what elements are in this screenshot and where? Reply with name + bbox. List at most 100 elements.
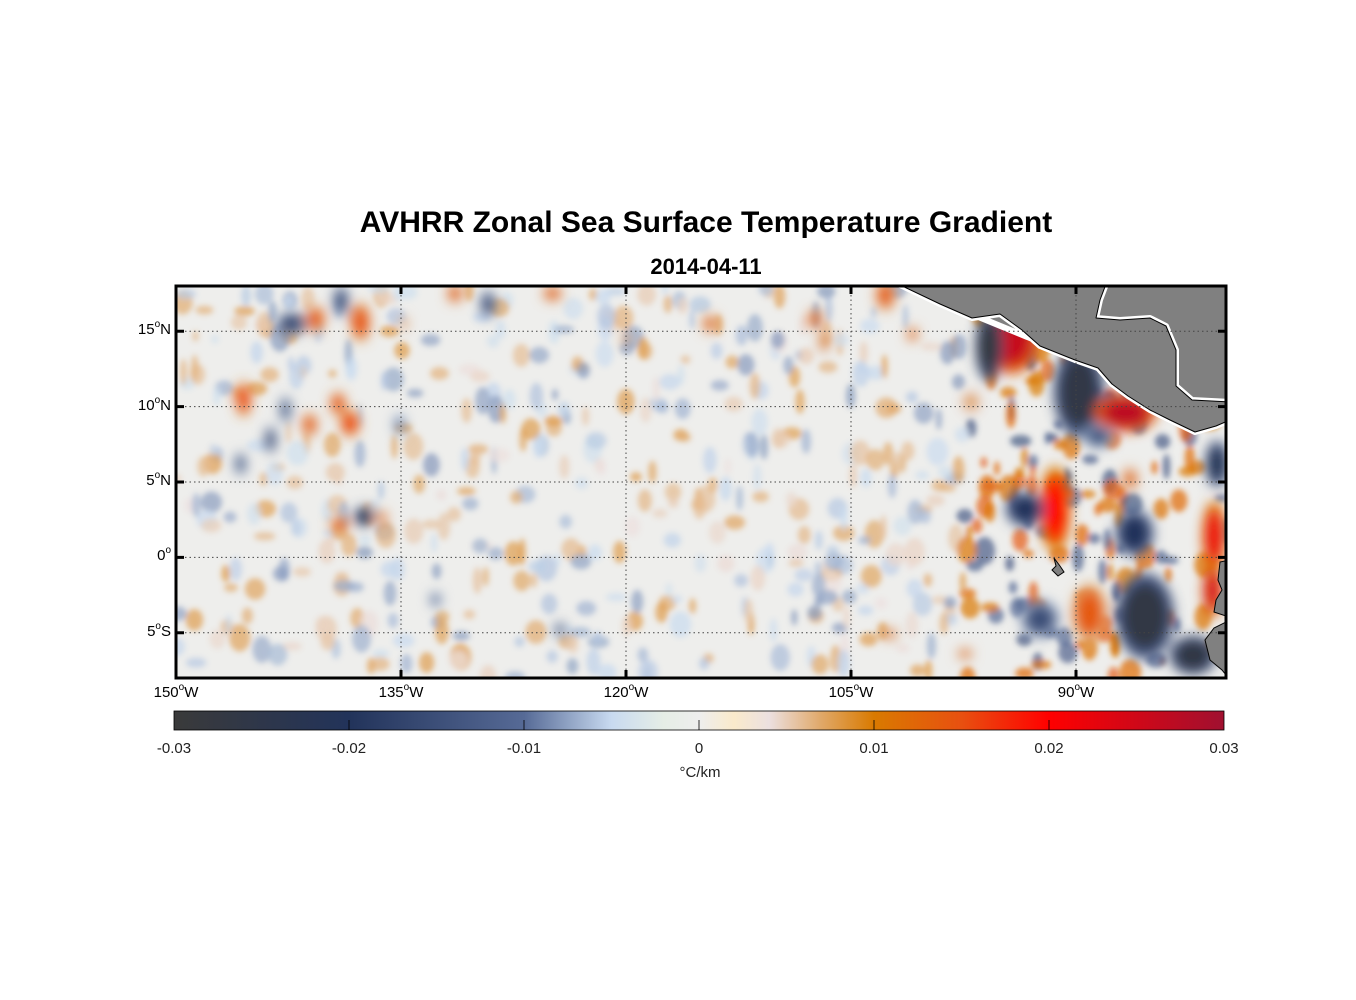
texture-blob [901, 441, 915, 461]
texture-blob [559, 455, 570, 479]
texture-blob [974, 536, 996, 565]
texture-blob [769, 618, 778, 643]
gradient-feature [623, 332, 629, 345]
texture-blob [1075, 524, 1090, 546]
texture-blob [505, 671, 526, 678]
texture-blob [1154, 550, 1168, 564]
texture-blob [246, 381, 268, 396]
texture-blob [849, 440, 871, 466]
texture-blob [881, 354, 888, 379]
texture-blob [783, 356, 794, 375]
texture-blob [252, 635, 272, 663]
texture-blob [943, 596, 957, 609]
texture-blob [341, 533, 357, 557]
texture-blob [452, 631, 470, 641]
texture-blob [959, 571, 967, 593]
texture-blob [595, 340, 614, 367]
texture-blob [688, 598, 697, 614]
texture-blob [770, 644, 790, 671]
texture-blob [874, 597, 888, 610]
texture-blob [787, 582, 804, 597]
texture-blob [430, 533, 438, 553]
texture-blob [860, 318, 880, 334]
latitude-tick-label: 10oN [138, 395, 171, 414]
texture-blob [512, 343, 530, 367]
galapagos-islands [1051, 557, 1065, 577]
texture-blob [241, 286, 251, 307]
texture-blob [495, 320, 506, 339]
texture-blob [462, 497, 479, 511]
texture-blob [1110, 631, 1121, 656]
texture-blob [981, 480, 1003, 492]
texture-blob [423, 453, 440, 477]
texture-blob [265, 461, 283, 486]
texture-blob [597, 303, 616, 329]
texture-blob [637, 336, 649, 360]
texture-blob [749, 372, 761, 400]
texture-blob [268, 300, 277, 323]
texture-blob [486, 334, 500, 348]
texture-blob [707, 477, 718, 493]
texture-blob [259, 472, 268, 487]
texture-blob [209, 443, 217, 456]
texture-blob [315, 615, 330, 634]
texture-blob [737, 354, 755, 376]
texture-blob [400, 286, 418, 300]
texture-blob [301, 286, 315, 311]
gradient-feature [401, 317, 407, 330]
texture-blob [680, 355, 691, 364]
texture-blob [821, 570, 843, 594]
texture-blob [1098, 559, 1107, 585]
texture-blob [940, 340, 955, 365]
texture-blob [923, 573, 933, 587]
texture-blob [913, 402, 934, 424]
texture-blob [699, 657, 710, 670]
chart-title: AVHRR Zonal Sea Surface Temperature Grad… [359, 206, 1053, 239]
tick-hemisphere: N [160, 321, 171, 339]
texture-blob [327, 369, 337, 378]
texture-blob [921, 342, 943, 352]
tick-number: 120 [603, 684, 629, 701]
gradient-feature [1122, 583, 1168, 650]
tick-number: 90 [1057, 684, 1075, 701]
texture-blob [1028, 369, 1045, 397]
texture-blob [346, 582, 364, 593]
texture-blob [824, 294, 833, 323]
texture-blob [323, 528, 334, 538]
texture-blob [597, 459, 606, 476]
texture-blob [420, 333, 441, 347]
texture-blob [566, 657, 579, 675]
texture-blob [750, 565, 766, 591]
texture-blob [926, 632, 937, 659]
texture-blob [383, 367, 404, 392]
degree-symbol: o [403, 682, 410, 693]
gradient-feature [237, 385, 250, 413]
gradient-feature [431, 593, 440, 606]
texture-blob [190, 354, 199, 381]
tick-number: 15 [137, 321, 155, 339]
texture-blob [225, 614, 232, 634]
texture-blob [798, 347, 814, 365]
gradient-feature [545, 287, 560, 300]
texture-blob [529, 573, 538, 588]
texture-blob [692, 491, 707, 520]
texture-blob [1053, 438, 1067, 450]
texture-blob [1009, 434, 1032, 447]
texture-blob [859, 341, 868, 365]
texture-blob [390, 434, 399, 459]
texture-blob [457, 487, 476, 496]
gradient-feature [279, 314, 304, 333]
texture-blob [250, 341, 263, 364]
texture-blob [513, 570, 531, 592]
texture-blob [637, 286, 657, 306]
texture-blob [688, 309, 696, 330]
texture-blob [1214, 494, 1226, 503]
texture-blob [648, 460, 657, 484]
texture-blob [759, 434, 769, 460]
texture-blob [548, 320, 561, 344]
texture-blob [356, 546, 373, 559]
texture-blob [887, 473, 897, 499]
texture-blob [717, 555, 735, 573]
texture-blob [1016, 632, 1033, 646]
texture-blob [1058, 641, 1078, 664]
